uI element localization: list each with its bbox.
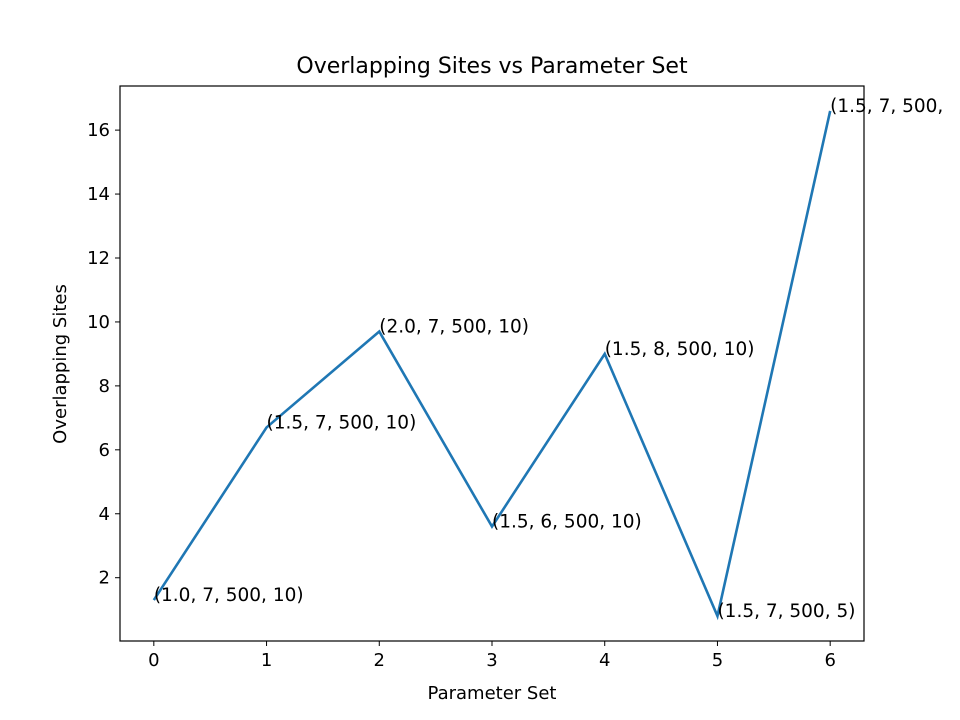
point-label-2: (2.0, 7, 500, 10) <box>379 317 529 338</box>
point-label-0: (1.0, 7, 500, 10) <box>154 585 304 606</box>
y-tick-label-2: 6 <box>99 440 110 461</box>
point-label-5: (1.5, 7, 500, 5) <box>717 601 855 622</box>
series-line-0 <box>152 110 832 621</box>
y-tick-label-3: 8 <box>99 376 110 397</box>
point-label-4: (1.5, 8, 500, 10) <box>605 339 755 360</box>
y-tick-label-0: 2 <box>99 568 110 589</box>
point-label-6: (1.5, 7, 500, <box>830 96 943 117</box>
y-tick-label-4: 10 <box>87 312 110 333</box>
x-tick-label-6: 6 <box>824 650 835 671</box>
x-tick-label-2: 2 <box>374 650 385 671</box>
chart-title: Overlapping Sites vs Parameter Set <box>296 54 688 79</box>
y-tick-label-6: 14 <box>87 184 110 205</box>
x-tick-label-0: 0 <box>148 650 159 671</box>
x-tick-label-5: 5 <box>712 650 723 671</box>
point-label-3: (1.5, 6, 500, 10) <box>492 512 642 533</box>
y-tick-label-7: 16 <box>87 120 110 141</box>
y-tick-label-1: 4 <box>99 504 110 525</box>
x-axis-label: Parameter Set <box>428 683 557 704</box>
point-label-1: (1.5, 7, 500, 10) <box>267 412 417 433</box>
x-tick-label-1: 1 <box>261 650 272 671</box>
x-tick-label-3: 3 <box>486 650 497 671</box>
y-axis-label: Overlapping Sites <box>50 284 71 444</box>
x-tick-label-4: 4 <box>599 650 610 671</box>
y-tick-label-5: 12 <box>87 248 110 269</box>
